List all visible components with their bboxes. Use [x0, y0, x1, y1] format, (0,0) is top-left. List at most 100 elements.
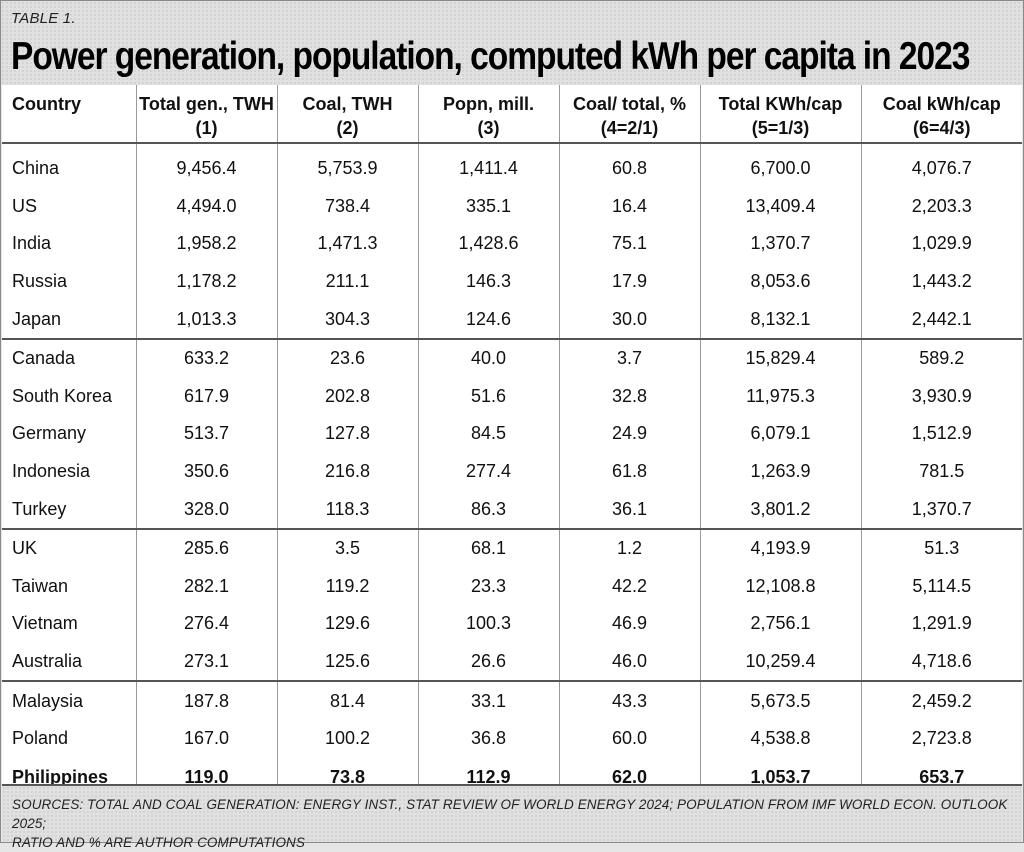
cell-coal-share: 42.2 [559, 567, 701, 606]
table-row: UK 285.6 3.5 68.1 1.2 4,193.9 51.3 [2, 527, 1022, 568]
cell-country: Indonesia [2, 452, 137, 491]
cell-total-gen: 9,456.4 [136, 143, 278, 188]
table-body: China 9,456.4 5,753.9 1,411.4 60.8 6,700.0 4,0… [2, 143, 1022, 798]
cell-coal-share: 46.0 [559, 642, 701, 682]
cell-total-kwh-cap: 6,079.1 [700, 415, 862, 453]
cell-coal-kwh-cap: 51.3 [861, 527, 1022, 568]
cell-population: 335.1 [418, 187, 560, 226]
cell-coal: 125.6 [277, 642, 419, 682]
table-row: Taiwan 282.1 119.2 23.3 42.2 12,108.8 5,114.5 [2, 567, 1022, 606]
cell-coal-kwh-cap: 2,203.3 [911, 195, 972, 216]
cell-coal-kwh-cap: 1,291.9 [911, 613, 972, 634]
cell-total-kwh-cap: 6,700.0 [700, 143, 862, 188]
cell-coal-kwh-cap: 5,114.5 [912, 575, 972, 596]
table-row: Canada 633.2 23.6 40.0 3.7 15,829.4 589.2 [2, 337, 1022, 378]
cell-population: 86.3 [418, 490, 560, 529]
column-header-coal-share: Coal/ total, % (4=2/1) [559, 85, 701, 143]
cell-coal-kwh-cap: 1,029.9 [911, 233, 972, 254]
cell-population: 23.3 [418, 567, 560, 606]
cell-coal-kwh-cap: 1,443.2 [911, 271, 972, 292]
cell-country: Vietnam [2, 605, 137, 643]
column-header-coal-kwh-cap: Coal kWh/cap (6=4/3) [882, 94, 1001, 138]
cell-total-kwh-cap: 1,370.7 [700, 225, 862, 263]
cell-total-kwh-cap: 11,975.3 [700, 377, 862, 416]
table-row: India 1,958.2 1,471.3 1,428.6 75.1 1,370.7 1,0… [2, 225, 1022, 263]
cell-total-kwh-cap: 3,801.2 [700, 490, 862, 529]
cell-total-kwh-cap: 10,259.4 [700, 642, 862, 682]
cell-total-kwh-cap: 13,409.4 [700, 187, 862, 226]
cell-coal: 211.1 [277, 262, 419, 301]
cell-population: 36.8 [418, 719, 560, 758]
cell-coal: 5,753.9 [277, 143, 419, 188]
cell-coal: 304.3 [277, 300, 419, 339]
cell-total-gen: 513.7 [136, 415, 278, 453]
table-row: Russia 1,178.2 211.1 146.3 17.9 8,053.6 1,443.… [2, 262, 1022, 301]
cell-population: 124.6 [418, 300, 560, 339]
table-row: South Korea 617.9 202.8 51.6 32.8 11,975.3 3,9… [2, 377, 1022, 416]
cell-coal-share: 60.0 [559, 719, 701, 758]
cell-coal: 216.8 [277, 452, 419, 491]
cell-country: Poland [2, 719, 137, 758]
cell-population: 51.6 [418, 377, 560, 416]
cell-country: China [2, 143, 137, 188]
table-row: Poland 167.0 100.2 36.8 60.0 4,538.8 2,723.8 [2, 719, 1022, 758]
cell-country: South Korea [2, 377, 137, 416]
table-label: TABLE 1. [11, 10, 76, 27]
cell-total-gen: 4,494.0 [136, 187, 278, 226]
cell-coal-kwh-cap: 4,076.7 [911, 158, 972, 179]
table-row: Germany 513.7 127.8 84.5 24.9 6,079.1 1,512.9 [2, 415, 1022, 453]
cell-total-gen: 285.6 [136, 527, 278, 568]
cell-coal-share: 60.8 [559, 143, 701, 188]
cell-coal-share: 17.9 [559, 262, 701, 301]
cell-country: Australia [2, 642, 137, 682]
cell-coal-share: 1.2 [559, 527, 701, 568]
cell-coal: 119.2 [277, 567, 419, 606]
cell-population: 33.1 [418, 680, 560, 720]
sources-note: SOURCES: TOTAL AND COAL GENERATION: ENER… [2, 784, 1022, 850]
cell-country: Taiwan [2, 567, 137, 606]
cell-country: US [2, 187, 137, 226]
cell-coal: 202.8 [277, 377, 419, 416]
cell-total-gen: 617.9 [136, 377, 278, 416]
cell-coal-share: 46.9 [559, 605, 701, 643]
cell-coal: 129.6 [277, 605, 419, 643]
cell-coal: 118.3 [277, 490, 419, 529]
cell-coal: 1,471.3 [277, 225, 419, 263]
cell-coal-kwh-cap: 2,723.8 [911, 728, 972, 749]
cell-country: Russia [2, 262, 137, 301]
cell-country: Germany [2, 415, 137, 453]
header-row: Country Total gen., TWH (1) Coal, TWH (2… [2, 85, 1022, 143]
cell-total-gen: 1,178.2 [136, 262, 278, 301]
cell-coal-share: 24.9 [559, 415, 701, 453]
cell-coal-kwh-cap: 2,442.1 [911, 308, 972, 329]
table-row: Indonesia 350.6 216.8 277.4 61.8 1,263.9 781.5 [2, 452, 1022, 491]
cell-total-gen: 276.4 [136, 605, 278, 643]
cell-total-kwh-cap: 8,053.6 [700, 262, 862, 301]
column-header-total-kwh-cap: Total KWh/cap (5=1/3) [700, 85, 862, 143]
cell-total-gen: 350.6 [136, 452, 278, 491]
sources-line-1: SOURCES: TOTAL AND COAL GENERATION: ENER… [12, 797, 1008, 831]
cell-coal-kwh-cap: 653.7 [919, 767, 965, 787]
cell-coal: 23.6 [277, 337, 419, 378]
cell-total-gen: 633.2 [136, 337, 278, 378]
cell-country: Malaysia [2, 680, 137, 720]
cell-population: 1,428.6 [418, 225, 560, 263]
cell-coal-kwh-cap: 589.2 [861, 337, 1022, 378]
column-header-coal: Coal, TWH (2) [277, 85, 419, 143]
cell-coal-kwh-cap: 1,370.7 [911, 498, 972, 519]
cell-coal-share: 61.8 [559, 452, 701, 491]
cell-coal-kwh-cap: 781.5 [919, 461, 965, 482]
cell-coal-kwh-cap: 3,930.9 [911, 385, 972, 406]
table-row: Japan 1,013.3 304.3 124.6 30.0 8,132.1 2,442.1 [2, 300, 1022, 339]
cell-total-gen: 167.0 [136, 719, 278, 758]
cell-country: Canada [2, 337, 137, 378]
table-title: Power generation, population, computed k… [11, 35, 970, 78]
column-header-country: Country [2, 85, 137, 143]
cell-coal-share: 32.8 [559, 377, 701, 416]
cell-coal-share: 3.7 [559, 337, 701, 378]
table-header: TABLE 1. Power generation, population, c… [1, 1, 1023, 85]
table-row: Australia 273.1 125.6 26.6 46.0 10,259.4 4,718… [2, 642, 1022, 682]
cell-population: 277.4 [418, 452, 560, 491]
cell-coal-kwh-cap: 2,459.2 [861, 680, 1022, 720]
